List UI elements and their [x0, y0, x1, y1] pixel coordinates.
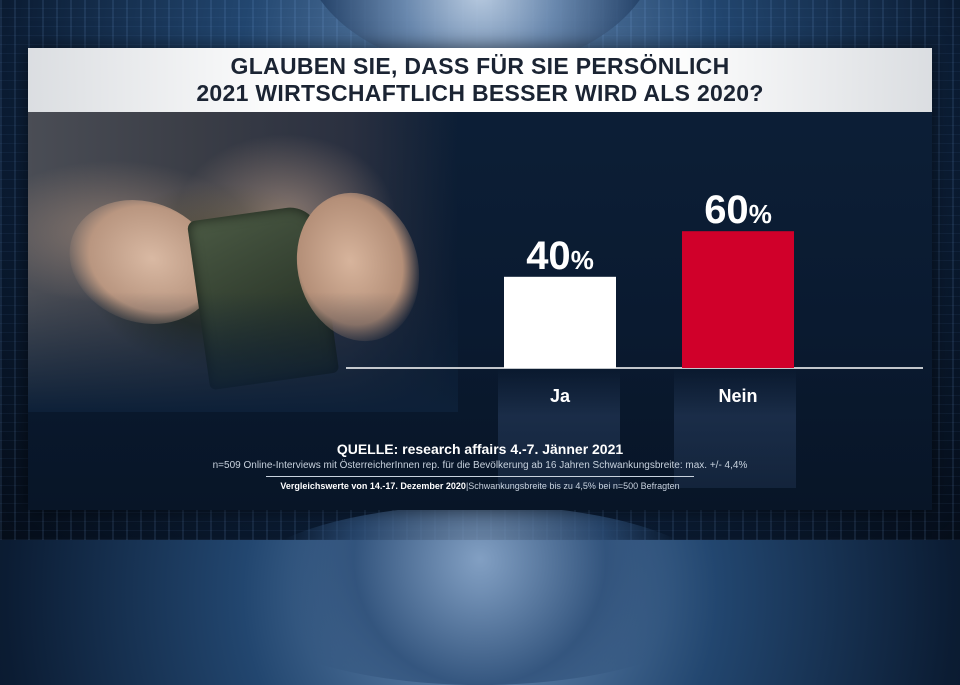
- column-shade-nein: [674, 368, 796, 488]
- source-comparison: Vergleichswerte von 14.-17. Dezember 202…: [28, 481, 932, 491]
- source-title: QUELLE: research affairs 4.-7. Jänner 20…: [336, 441, 624, 457]
- value-label-nein: 60%: [704, 188, 772, 232]
- bar-nein: [682, 231, 794, 368]
- bar-chart: 40% Ja 60% Nein: [346, 188, 923, 406]
- background-globe-bottom: [230, 505, 730, 685]
- chart-title-line-1: GLAUBEN SIE, DASS FÜR SIE PERSÖNLICH: [230, 53, 730, 79]
- column-shade-ja: [498, 368, 620, 488]
- bar-ja: [504, 276, 616, 368]
- chart-title-line-2: 2021 WIRTSCHAFTLICH BESSER WIRD ALS 2020…: [196, 80, 764, 106]
- photo-fade: [28, 112, 458, 412]
- chart-panel: GLAUBEN SIE, DASS FÜR SIE PERSÖNLICH 202…: [28, 48, 932, 510]
- source-details: n=509 Online-Interviews mit Österreicher…: [212, 460, 748, 471]
- comparison-period: Vergleichswerte von 14.-17. Dezember 202…: [280, 481, 466, 491]
- category-label-ja: Ja: [550, 386, 571, 406]
- category-label-nein: Nein: [718, 386, 757, 406]
- comparison-details: |Schwankungsbreite bis zu 4,5% bei n=500…: [465, 481, 680, 491]
- title-bar: GLAUBEN SIE, DASS FÜR SIE PERSÖNLICH 202…: [28, 48, 932, 112]
- value-label-ja: 40%: [526, 234, 594, 278]
- source-divider: [266, 476, 694, 477]
